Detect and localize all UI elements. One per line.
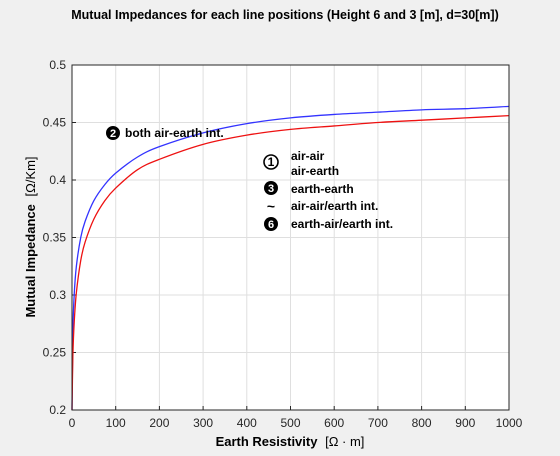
x-tick-label: 300 (193, 416, 213, 430)
y-axis-label-unit: [Ω/Km] (23, 156, 38, 196)
badge-1-number: 1 (268, 155, 275, 169)
annotation-2: 2 both air-earth int. (106, 126, 224, 140)
x-tick-label: 800 (412, 416, 432, 430)
x-axis-label: Earth Resistivity [Ω · m] (216, 434, 365, 449)
y-axis-label-main: Mutual Impedance (23, 204, 38, 317)
y-axis-label: Mutual Impedance [Ω/Km] (23, 156, 38, 317)
y-tick-labels: 0.2 0.25 0.3 0.35 0.4 0.45 0.5 (43, 58, 67, 417)
x-tick-label: 200 (149, 416, 169, 430)
plot-frame (71, 64, 510, 411)
series-line-2 (71, 114, 510, 411)
x-tick-labels: 0 100 200 300 400 500 600 700 800 900 1000 (69, 416, 523, 430)
x-tick-label: 400 (237, 416, 257, 430)
y-tick-label: 0.4 (49, 173, 66, 187)
x-axis-label-main: Earth Resistivity (216, 434, 319, 449)
annotation-tilde-text: air-air/earth int. (291, 199, 378, 213)
x-tick-label: 500 (280, 416, 300, 430)
x-tick-label: 1000 (496, 416, 523, 430)
badge-6-circle (264, 217, 278, 231)
annotation-6: 6 earth-air/earth int. (264, 217, 393, 231)
tilde-mark: ~ (267, 198, 275, 214)
annotation-1: 1 air-air air-earth (263, 149, 339, 178)
x-tick-label: 0 (69, 416, 76, 430)
annotation-tilde: ~ air-air/earth int. (267, 198, 378, 214)
annotation-2-text: both air-earth int. (125, 126, 224, 140)
annotation-1b-text: air-earth (291, 164, 339, 178)
series-line-1 (71, 105, 510, 411)
series-group (71, 105, 510, 411)
chart-title: Mutual Impedances for each line position… (71, 8, 499, 22)
annotation-3-text: earth-earth (291, 182, 354, 196)
x-tick-label: 900 (455, 416, 475, 430)
x-tick-label: 100 (106, 416, 126, 430)
x-tick-label: 700 (368, 416, 388, 430)
y-tick-label: 0.45 (43, 116, 67, 130)
x-tick-label: 600 (324, 416, 344, 430)
badge-1-circle (263, 154, 279, 170)
badge-2-circle (106, 126, 120, 140)
y-tick-label: 0.5 (49, 58, 66, 72)
y-tick-label: 0.2 (49, 403, 66, 417)
badge-3-circle (264, 181, 278, 195)
y-tick-label: 0.3 (49, 288, 66, 302)
badge-6-number: 6 (268, 219, 274, 231)
y-tick-label: 0.25 (43, 346, 67, 360)
annotation-3: 3 earth-earth (264, 181, 354, 196)
annotation-1-text: air-air (291, 149, 325, 163)
annotation-6-text: earth-air/earth int. (291, 217, 393, 231)
x-axis-label-unit: [Ω · m] (325, 434, 364, 449)
badge-3-number: 3 (268, 183, 274, 195)
y-tick-label: 0.35 (43, 231, 67, 245)
badge-2-number: 2 (110, 128, 116, 140)
